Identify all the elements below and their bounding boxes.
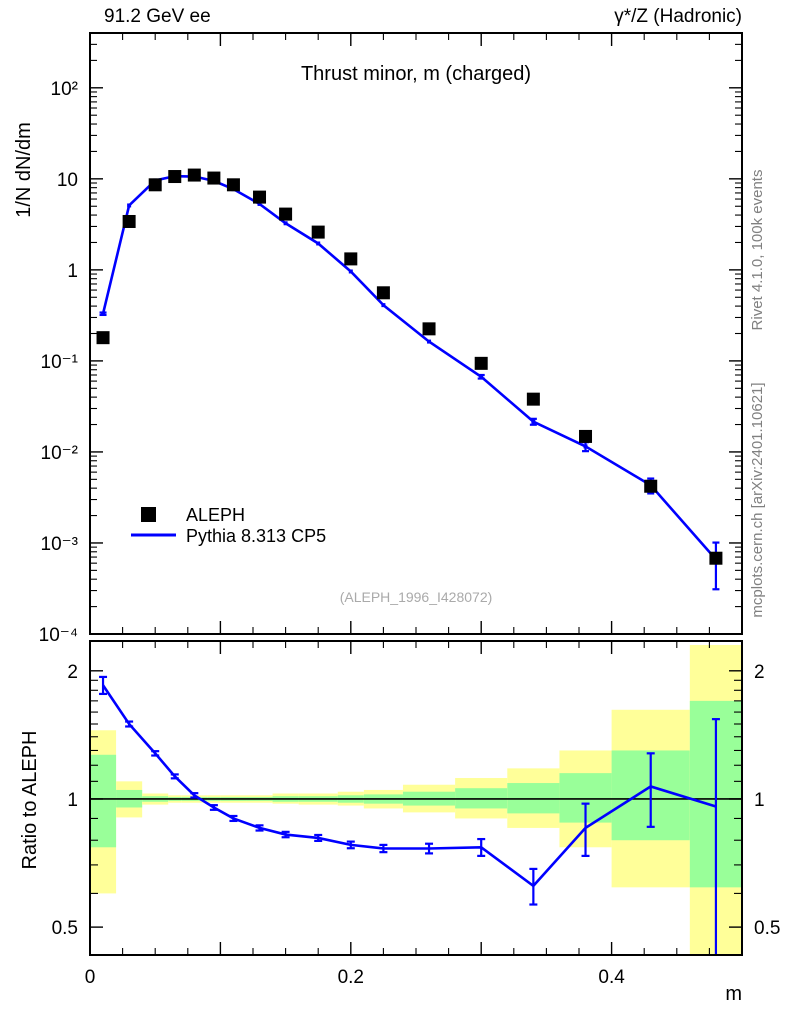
ratio-y-tick-label: 1 bbox=[67, 790, 78, 811]
data-point-marker bbox=[644, 479, 658, 493]
x-tick-label: 0.4 bbox=[598, 967, 625, 988]
mc-point bbox=[101, 311, 106, 316]
x-tick-label: 0.2 bbox=[338, 967, 364, 988]
data-point-marker bbox=[311, 225, 325, 239]
mc-point bbox=[283, 221, 288, 226]
main-y-tick-label: 10⁻⁴ bbox=[39, 625, 78, 646]
mc-point bbox=[479, 374, 484, 379]
mc-point bbox=[316, 241, 321, 246]
main-y-tick-labels: 10² 10 1 10⁻¹ 10⁻² 10⁻³ 10⁻⁴ bbox=[39, 79, 78, 646]
mc-point bbox=[348, 269, 353, 274]
data-point-marker bbox=[226, 178, 240, 192]
data-point-marker bbox=[207, 171, 221, 185]
main-y-tick-label: 10⁻³ bbox=[41, 534, 79, 555]
mc-point bbox=[127, 203, 132, 208]
data-point-marker bbox=[253, 190, 267, 204]
header-process: γ*/Z (Hadronic) bbox=[614, 6, 742, 27]
ratio-y-axis-label: Ratio to ALEPH bbox=[19, 731, 41, 870]
mc-line-path bbox=[101, 174, 717, 561]
data-point-marker bbox=[579, 429, 593, 443]
mc-point bbox=[257, 201, 262, 206]
header-beam-energy: 91.2 GeV ee bbox=[104, 6, 211, 27]
data-point-marker bbox=[474, 356, 488, 370]
band-1sigma bbox=[90, 754, 117, 848]
ratio-y-tick-label: 0.5 bbox=[52, 918, 78, 939]
analysis-id-watermark: (ALEPH_1996_I428072) bbox=[340, 589, 493, 605]
main-plot-frame bbox=[89, 32, 743, 635]
data-points-main bbox=[96, 168, 723, 565]
data-point-marker bbox=[422, 322, 436, 336]
data-point-marker bbox=[148, 178, 162, 192]
ratio-uncertainty-bands bbox=[90, 644, 742, 955]
mc-point bbox=[531, 419, 536, 424]
legend: ALEPH Pythia 8.313 CP5 bbox=[131, 505, 326, 546]
data-point-marker bbox=[344, 252, 358, 266]
ratio-axis-ticks bbox=[90, 670, 742, 928]
sidebar-generator-info: Rivet 4.1.0, 100k events bbox=[749, 170, 766, 331]
main-panel: Thrust minor, m (charged) 1/N dN/dm (ALE… bbox=[13, 32, 743, 646]
mc-point bbox=[583, 444, 588, 449]
ratio-y-tick-label-right: 1 bbox=[754, 790, 765, 811]
data-point-marker bbox=[187, 168, 201, 182]
ratio-y-tick-label: 2 bbox=[67, 662, 78, 683]
data-point-marker bbox=[122, 214, 136, 228]
main-y-tick-label: 10⁻¹ bbox=[41, 352, 79, 373]
main-y-tick-label: 10 bbox=[57, 170, 78, 191]
legend-label-data: ALEPH bbox=[186, 505, 245, 525]
ratio-y-tick-label-right: 0.5 bbox=[754, 918, 780, 939]
page-title: Thrust minor, m (charged) bbox=[301, 63, 531, 85]
x-tick-labels: 0 0.2 0.4 bbox=[85, 967, 626, 988]
x-axis-label: m bbox=[725, 983, 742, 1005]
mc-curve-ratio bbox=[99, 675, 720, 955]
main-y-axis-label: 1/N dN/dm bbox=[13, 122, 35, 218]
x-tick-label: 0 bbox=[85, 967, 96, 988]
data-point-marker bbox=[168, 170, 182, 184]
main-y-tick-label: 10² bbox=[51, 79, 78, 100]
mc-point bbox=[381, 303, 386, 308]
data-point-marker bbox=[376, 286, 390, 300]
main-y-tick-label: 10⁻² bbox=[41, 443, 79, 464]
data-point-marker bbox=[709, 551, 723, 565]
ratio-y-tick-label-right: 2 bbox=[754, 662, 765, 683]
sidebar-source-info: mcplots.cern.ch [arXiv:2401.10621] bbox=[749, 382, 766, 617]
data-point-marker bbox=[526, 392, 540, 406]
ratio-y-tick-labels: 2 2 1 1 0.5 0.5 bbox=[52, 662, 781, 939]
legend-label-mc: Pythia 8.313 CP5 bbox=[186, 526, 326, 546]
mc-point bbox=[427, 339, 432, 344]
data-point-marker bbox=[279, 207, 293, 221]
data-point-marker bbox=[96, 331, 110, 345]
legend-marker-data bbox=[141, 507, 156, 522]
ratio-panel: Ratio to ALEPH 2 2 1 1 0.5 0.5 0 0.2 0.4 m bbox=[19, 640, 781, 1005]
ratio-line-path bbox=[101, 684, 717, 888]
main-axis-ticks bbox=[89, 32, 743, 635]
ratio-plot-frame bbox=[89, 640, 743, 956]
main-y-tick-label: 1 bbox=[67, 261, 78, 282]
